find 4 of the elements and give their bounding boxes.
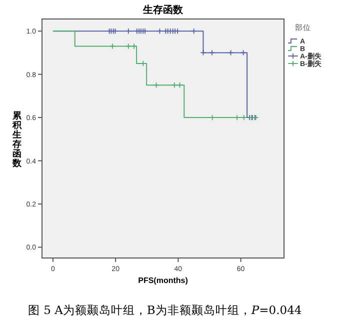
caption: 图 5 A为额颞岛叶组，B为非额颞岛叶组，P=0.044 bbox=[28, 303, 302, 317]
y-axis-title: 累积生存函数 bbox=[12, 110, 22, 170]
x-axis-title: PFS(months) bbox=[138, 276, 188, 285]
chart-title: 生存函数 bbox=[142, 4, 184, 16]
